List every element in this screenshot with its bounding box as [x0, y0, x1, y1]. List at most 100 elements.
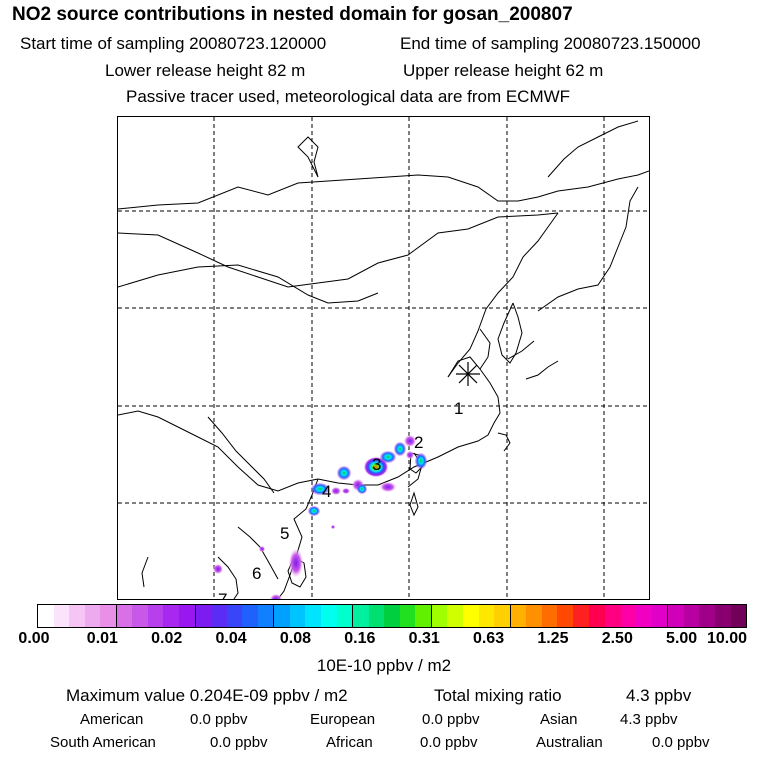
colorbar-tick-label: 5.00 [666, 630, 698, 647]
coastlines [118, 120, 649, 599]
map-canvas: 1 2 3 4 5 6 7 [118, 117, 649, 599]
plot-title: NO2 source contributions in nested domai… [12, 4, 573, 25]
colorbar-tick-label: 0.16 [344, 630, 376, 647]
receptor-marker [456, 362, 480, 386]
colorbar-swatch [226, 605, 243, 627]
colorbar-swatch [100, 605, 116, 627]
end-time-label: End time of sampling 20080723.150000 [400, 34, 701, 53]
region-asian-value: 4.3 ppbv [620, 711, 678, 728]
region-south-american-name: South American [50, 734, 156, 751]
upper-height-label: Upper release height 62 m [403, 61, 604, 80]
colorbar-segment [38, 605, 117, 627]
region-european-value: 0.0 ppbv [422, 711, 480, 728]
region-label-4: 4 [322, 482, 331, 501]
colorbar-swatch [463, 605, 479, 627]
colorbar-swatch [305, 605, 322, 627]
colorbar-swatch [179, 605, 195, 627]
colorbar-segment [510, 605, 590, 627]
colorbar-swatch [636, 605, 652, 627]
colorbar-tick-label: 1.25 [537, 630, 569, 647]
colorbar-swatch [368, 605, 385, 627]
region-european-name: European [310, 711, 376, 728]
colorbar-swatch [84, 605, 101, 627]
colorbar-swatch [699, 605, 715, 627]
colorbar-swatch [431, 605, 448, 627]
colorbar-unit-label: 10E-10 ppbv / m2 [316, 656, 452, 675]
region-label-7: 7 [218, 590, 227, 599]
map-grid [118, 117, 649, 599]
colorbar-swatch [730, 605, 747, 627]
colorbar-swatch [605, 605, 621, 627]
colorbar-swatch [353, 605, 369, 627]
colorbar-segment [274, 605, 354, 627]
colorbar-tick-label: 10.00 [706, 630, 748, 647]
region-label-3: 3 [372, 455, 381, 474]
colorbar-swatch [572, 605, 589, 627]
total-mixing-value: 4.3 ppbv [626, 686, 692, 705]
colorbar-segment [353, 605, 432, 627]
concentration-field [213, 435, 427, 599]
region-label-5: 5 [280, 524, 289, 543]
max-value-label: Maximum value 0.204E-09 ppbv / m2 [66, 686, 348, 705]
colorbar-swatch [714, 605, 731, 627]
colorbar-segment [195, 605, 275, 627]
region-label-6: 6 [252, 564, 261, 583]
colorbar-swatch [257, 605, 274, 627]
colorbar-tick-label: 0.63 [472, 630, 505, 647]
colorbar-swatch [116, 605, 133, 627]
colorbar-swatch [336, 605, 353, 627]
colorbar-swatch [289, 605, 306, 627]
colorbar-swatch [195, 605, 212, 627]
region-american-name: American [80, 711, 144, 728]
colorbar-segment [116, 605, 196, 627]
colorbar-swatch [211, 605, 227, 627]
region-asian-name: Asian [540, 711, 578, 728]
colorbar-swatch [69, 605, 85, 627]
colorbar-swatch [620, 605, 637, 627]
lower-height-label: Lower release height 82 m [105, 61, 306, 80]
region-label-1: 1 [454, 399, 463, 418]
region-australian-value: 0.0 ppbv [652, 734, 710, 751]
colorbar-segment [589, 605, 669, 627]
colorbar-swatch [557, 605, 573, 627]
colorbar-swatch [53, 605, 70, 627]
colorbar-swatch [384, 605, 400, 627]
colorbar-swatch [668, 605, 684, 627]
colorbar-swatch [399, 605, 416, 627]
colorbar-swatch [651, 605, 668, 627]
colorbar-swatch [274, 605, 290, 627]
region-label-2: 2 [414, 433, 423, 452]
colorbar-swatch [38, 605, 54, 627]
colorbar-swatch [132, 605, 148, 627]
colorbar-swatch [526, 605, 542, 627]
start-time-label: Start time of sampling 20080723.120000 [20, 34, 327, 53]
colorbar-swatch [163, 605, 180, 627]
colorbar-swatch [494, 605, 510, 627]
colorbar-segment [431, 605, 511, 627]
colorbar-swatch [242, 605, 258, 627]
colorbar-swatch [541, 605, 558, 627]
colorbar-tick-label: 0.02 [151, 630, 183, 647]
region-african-name: African [326, 734, 373, 751]
region-australian-name: Australian [536, 734, 603, 751]
colorbar-tick-label: 2.50 [601, 630, 633, 647]
colorbar-tick-label: 0.31 [408, 630, 440, 647]
colorbar-swatch [683, 605, 700, 627]
region-american-value: 0.0 ppbv [190, 711, 248, 728]
colorbar-swatch [447, 605, 464, 627]
colorbar-segment [668, 605, 747, 627]
colorbar-tick-label: 0.00 [18, 630, 50, 647]
map-panel: 1 2 3 4 5 6 7 [117, 116, 650, 600]
colorbar-swatch [510, 605, 527, 627]
colorbar-swatch [147, 605, 164, 627]
colorbar-swatch [589, 605, 606, 627]
colorbar-tick-label: 0.08 [279, 630, 312, 647]
colorbar-swatch [478, 605, 495, 627]
colorbar-tick-label: 0.04 [215, 630, 247, 647]
region-south-american-value: 0.0 ppbv [210, 734, 268, 751]
total-mixing-label: Total mixing ratio [434, 686, 562, 705]
colorbar-tick-label: 0.01 [86, 630, 118, 647]
colorbar-swatch [321, 605, 337, 627]
colorbar [37, 604, 747, 628]
tracer-note: Passive tracer used, meteorological data… [126, 87, 571, 106]
